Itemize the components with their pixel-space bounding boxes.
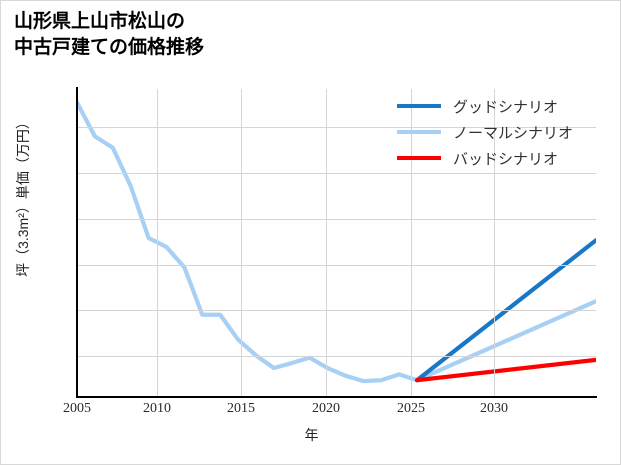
y-axis-line <box>76 87 78 398</box>
series-line-normal <box>414 299 596 383</box>
gridline-x-2025 <box>411 89 412 396</box>
chart-title: 山形県上山市松山の 中古戸建ての価格推移 <box>14 11 205 59</box>
x-tick-2005: 2005 <box>63 401 91 416</box>
series-line-history <box>77 100 420 384</box>
x-axis-label: 年 <box>304 427 319 443</box>
x-tick-2010: 2010 <box>143 401 171 416</box>
legend-swatch-normal <box>397 130 441 134</box>
legend-label-good: グッドシナリオ <box>453 98 559 116</box>
gridline-x-2010 <box>157 89 158 396</box>
gridline-y-14 <box>77 265 596 266</box>
chart-legend: グッドシナリオ ノーマルシナリオ バッドシナリオ <box>397 93 612 171</box>
legend-item-bad: バッドシナリオ <box>397 145 612 171</box>
gridline-y-17 <box>77 127 596 128</box>
gridline-x-2030 <box>494 89 495 396</box>
gridline-y-15 <box>77 219 596 220</box>
gridline-y-13 <box>77 310 596 311</box>
legend-item-good: グッドシナリオ <box>397 93 612 119</box>
gridline-x-2020 <box>326 89 327 396</box>
gridline-y-16 <box>77 173 596 174</box>
legend-swatch-bad <box>397 156 441 160</box>
x-tick-2025: 2025 <box>397 401 425 416</box>
x-tick-2030: 2030 <box>480 401 508 416</box>
legend-label-normal: ノーマルシナリオ <box>453 124 574 142</box>
gridline-y-12 <box>77 356 596 357</box>
x-tick-2020: 2020 <box>312 401 340 416</box>
y-axis-label: 坪（3.3m²）単価（万円） <box>15 115 31 277</box>
legend-label-bad: バッドシナリオ <box>453 150 559 168</box>
x-axis-line <box>76 396 597 398</box>
legend-swatch-good <box>397 104 441 108</box>
legend-item-normal: ノーマルシナリオ <box>397 119 612 145</box>
x-tick-2015: 2015 <box>227 401 255 416</box>
gridline-x-2015 <box>241 89 242 396</box>
series-line-bad <box>414 357 596 383</box>
